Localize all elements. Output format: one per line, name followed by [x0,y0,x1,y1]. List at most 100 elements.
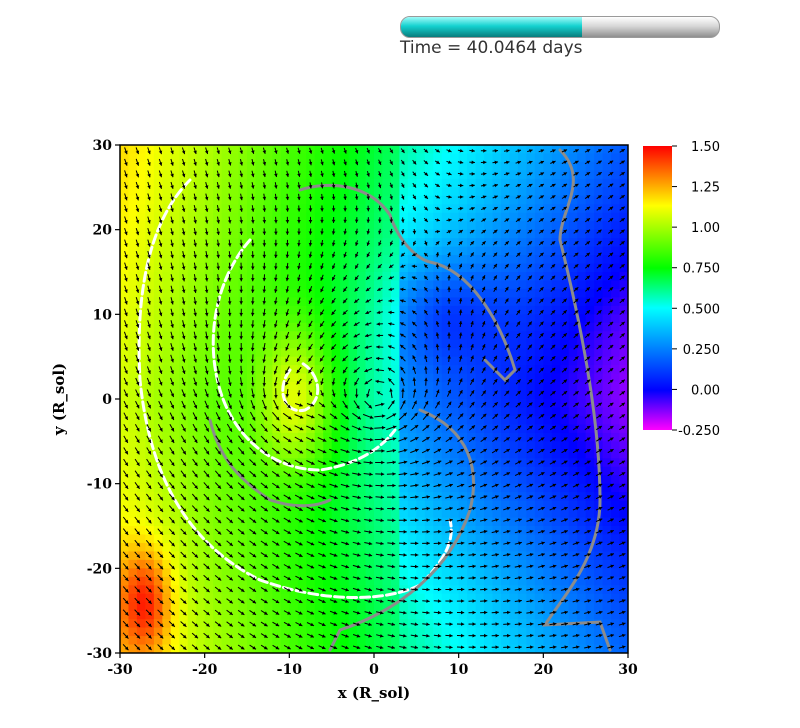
velocity-arrow [480,460,488,465]
velocity-arrow [572,460,580,465]
velocity-arrow [181,400,186,409]
velocity-arrow [204,193,209,201]
velocity-arrow [595,483,603,488]
velocity-arrow [561,645,568,649]
velocity-arrow [203,505,210,513]
velocity-arrow [377,275,383,280]
velocity-arrow [319,320,325,328]
velocity-arrow [422,529,430,534]
velocity-arrow [364,518,373,523]
velocity-arrow [422,622,430,626]
velocity-arrow [343,263,347,270]
velocity-arrow [193,389,198,398]
velocity-arrow [480,483,488,488]
velocity-arrow [492,149,499,153]
velocity-arrow [561,172,568,176]
velocity-arrow [262,365,266,375]
velocity-arrow [537,587,545,592]
velocity-arrow [320,240,324,247]
velocity-arrow [492,229,498,234]
velocity-arrow [423,183,429,188]
velocity-arrow [283,459,292,466]
velocity-arrow [297,182,301,189]
velocity-arrow [134,574,141,582]
velocity-arrow [331,205,336,212]
velocity-arrow [584,483,591,488]
velocity-arrow [514,471,522,477]
velocity-arrow [515,149,522,153]
velocity-arrow [572,576,580,580]
velocity-arrow [445,529,453,534]
velocity-arrow [469,413,476,420]
velocity-arrow [607,402,614,408]
velocity-arrow [399,634,407,638]
velocity-arrow [573,402,580,408]
velocity-arrow [181,412,186,421]
velocity-arrow [481,218,487,222]
velocity-arrow [205,365,209,375]
velocity-arrow [228,181,232,189]
velocity-arrow [400,159,405,165]
velocity-arrow [458,274,463,281]
velocity-arrow [584,252,591,257]
velocity-arrow [331,216,336,224]
velocity-arrow [480,183,487,188]
velocity-arrow [573,240,579,246]
velocity-arrow [480,472,488,477]
velocity-arrow [239,365,244,375]
velocity-arrow [285,159,290,166]
velocity-arrow [573,321,579,327]
velocity-arrow [193,251,197,259]
velocity-arrow [216,274,220,282]
velocity-arrow [274,239,278,247]
velocity-arrow [607,171,614,176]
velocity-arrow [516,263,521,269]
x-tick-label: 20 [534,662,554,678]
velocity-arrow [123,470,129,478]
velocity-arrow [226,563,234,570]
velocity-arrow [491,622,499,626]
velocity-arrow [469,401,475,408]
velocity-arrow [203,586,210,593]
velocity-arrow [285,193,290,201]
velocity-arrow [285,205,290,212]
velocity-arrow [260,517,268,524]
velocity-arrow [493,320,498,327]
velocity-arrow [262,193,267,201]
velocity-arrow [331,366,336,374]
velocity-arrow [192,412,198,421]
velocity-arrow [273,399,279,410]
velocity-arrow [193,193,197,201]
velocity-arrow [191,586,199,593]
velocity-arrow [549,564,557,569]
velocity-arrow [228,170,232,178]
velocity-arrow [251,297,255,305]
velocity-arrow [550,332,556,339]
velocity-arrow [297,193,301,201]
velocity-arrow [297,274,301,282]
velocity-arrow [274,285,278,293]
velocity-arrow [595,541,603,546]
velocity-arrow [249,435,257,444]
velocity-arrow [134,493,141,501]
velocity-arrow [170,193,174,201]
velocity-arrow [422,587,430,592]
velocity-arrow [561,275,568,281]
velocity-arrow [375,611,384,615]
velocity-arrow [262,216,267,224]
velocity-arrow [134,458,140,467]
velocity-arrow [216,181,220,189]
velocity-arrow [423,298,429,304]
velocity-arrow [331,228,336,235]
velocity-arrow [262,182,267,189]
velocity-arrow [527,309,533,316]
velocity-arrow [595,633,603,638]
velocity-arrow [447,343,451,351]
velocity-arrow [249,470,257,478]
velocity-arrow [401,217,405,223]
velocity-arrow [550,263,556,269]
velocity-arrow [375,356,384,361]
velocity-arrow [147,170,151,178]
velocity-arrow [468,506,476,511]
velocity-arrow [341,530,350,534]
